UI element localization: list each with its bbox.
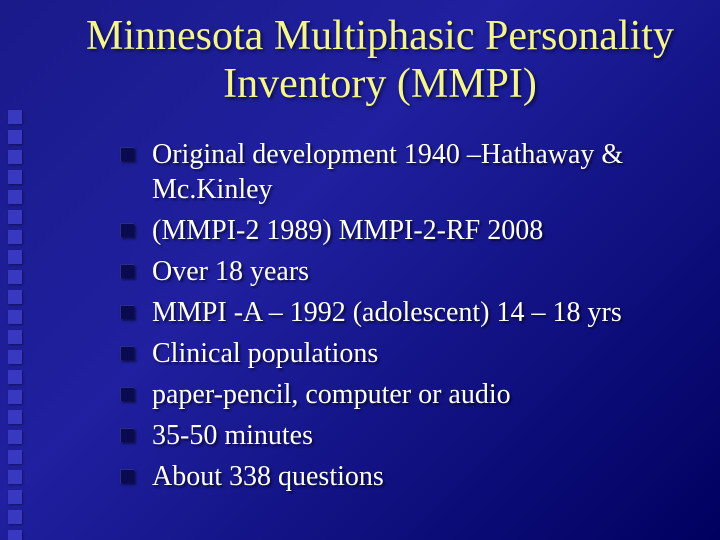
decor-square	[8, 150, 22, 164]
bullet-marker-icon	[120, 346, 134, 360]
decor-square	[8, 330, 22, 344]
list-item: About 338 questions	[120, 459, 680, 494]
decor-square	[8, 350, 22, 364]
bullet-text: paper-pencil, computer or audio	[152, 377, 511, 412]
bullet-text: (MMPI-2 1989) MMPI-2-RF 2008	[152, 213, 543, 248]
bullet-text: Clinical populations	[152, 336, 378, 371]
decor-square	[8, 410, 22, 424]
list-item: paper-pencil, computer or audio	[120, 377, 680, 412]
slide-title: Minnesota Multiphasic Personality Invent…	[0, 0, 720, 109]
left-decoration-strip	[8, 110, 26, 540]
decor-square	[8, 250, 22, 264]
bullet-marker-icon	[120, 147, 134, 161]
bullet-text: 35-50 minutes	[152, 418, 313, 453]
bullet-marker-icon	[120, 264, 134, 278]
bullet-marker-icon	[120, 305, 134, 319]
list-item: 35-50 minutes	[120, 418, 680, 453]
bullet-marker-icon	[120, 469, 134, 483]
decor-square	[8, 230, 22, 244]
decor-square	[8, 530, 22, 540]
list-item: Original development 1940 –Hathaway & Mc…	[120, 137, 680, 207]
bullet-list: Original development 1940 –Hathaway & Mc…	[120, 137, 680, 494]
decor-square	[8, 170, 22, 184]
bullet-text: Over 18 years	[152, 254, 309, 289]
decor-square	[8, 310, 22, 324]
list-item: (MMPI-2 1989) MMPI-2-RF 2008	[120, 213, 680, 248]
decor-square	[8, 110, 22, 124]
bullet-marker-icon	[120, 387, 134, 401]
bullet-text: Original development 1940 –Hathaway & Mc…	[152, 137, 680, 207]
list-item: Clinical populations	[120, 336, 680, 371]
bullet-text: MMPI -A – 1992 (adolescent) 14 – 18 yrs	[152, 295, 622, 330]
decor-square	[8, 390, 22, 404]
decor-square	[8, 490, 22, 504]
bullet-marker-icon	[120, 223, 134, 237]
decor-square	[8, 510, 22, 524]
decor-square	[8, 210, 22, 224]
list-item: Over 18 years	[120, 254, 680, 289]
decor-square	[8, 130, 22, 144]
decor-square	[8, 370, 22, 384]
decor-square	[8, 450, 22, 464]
list-item: MMPI -A – 1992 (adolescent) 14 – 18 yrs	[120, 295, 680, 330]
decor-square	[8, 470, 22, 484]
decor-square	[8, 430, 22, 444]
decor-square	[8, 290, 22, 304]
bullet-text: About 338 questions	[152, 459, 384, 494]
decor-square	[8, 190, 22, 204]
bullet-marker-icon	[120, 428, 134, 442]
decor-square	[8, 270, 22, 284]
